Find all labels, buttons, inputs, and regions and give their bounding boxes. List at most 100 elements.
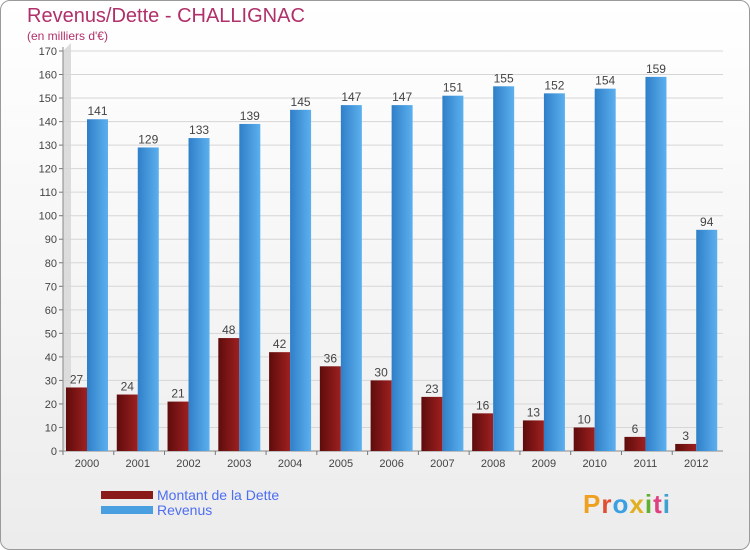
- y-tick-label: 90: [45, 234, 57, 246]
- y-tick-label: 40: [45, 352, 57, 364]
- y-tick-label: 170: [39, 46, 57, 58]
- y-tick-label: 160: [39, 70, 57, 82]
- bar-revenue: [290, 109, 312, 451]
- value-label-revenue: 151: [443, 81, 463, 95]
- y-tick-label: 30: [45, 375, 57, 387]
- bar-revenue: [543, 93, 565, 452]
- value-label-debt: 16: [476, 398, 490, 412]
- bar-revenue: [696, 229, 718, 451]
- bar-debt: [522, 420, 544, 451]
- x-tick-label: 2012: [684, 458, 708, 470]
- value-label-debt: 6: [632, 422, 639, 436]
- bar-debt: [573, 427, 595, 451]
- x-tick-label: 2010: [582, 458, 606, 470]
- value-label-revenue: 147: [392, 90, 412, 104]
- bar-debt: [319, 366, 341, 451]
- bar-debt: [624, 436, 646, 451]
- value-label-revenue: 145: [291, 95, 311, 109]
- bar-revenue: [645, 76, 667, 451]
- y-tick-label: 50: [45, 328, 57, 340]
- value-label-revenue: 139: [240, 109, 260, 123]
- legend-swatch-debt: [101, 490, 153, 499]
- value-label-debt: 48: [222, 323, 236, 337]
- value-label-revenue: 141: [87, 104, 107, 118]
- logo-letter: t: [653, 489, 663, 519]
- legend-item-debt: Montant de la Dette: [101, 486, 280, 503]
- bar-debt: [116, 394, 138, 451]
- bar-debt: [472, 413, 494, 451]
- proxiti-logo: Proxiti: [583, 489, 671, 520]
- y-tick-label: 20: [45, 399, 57, 411]
- value-label-revenue: 159: [646, 62, 666, 76]
- logo-letter: o: [612, 489, 630, 519]
- bar-revenue: [239, 123, 261, 452]
- y-tick-label: 0: [51, 446, 57, 458]
- x-tick-label: 2000: [75, 458, 99, 470]
- chart-subtitle: (en milliers d'€): [27, 29, 108, 43]
- value-label-revenue: 94: [700, 215, 714, 229]
- legend-label-revenue: Revenus: [157, 501, 213, 518]
- x-tick-label: 2005: [329, 458, 353, 470]
- value-label-debt: 27: [70, 372, 84, 386]
- value-label-revenue: 154: [595, 74, 615, 88]
- logo-letter: i: [662, 489, 671, 519]
- logo-letter: P: [583, 489, 602, 519]
- logo-letter: i: [644, 489, 654, 519]
- legend: Montant de la Dette Revenus: [101, 486, 280, 518]
- value-label-debt: 23: [425, 382, 439, 396]
- value-label-debt: 30: [374, 365, 388, 379]
- bar-revenue: [188, 138, 210, 451]
- y-tick-label: 140: [39, 117, 57, 129]
- logo-letter: x: [629, 489, 645, 519]
- logo-letter: r: [601, 489, 613, 519]
- bar-revenue: [594, 88, 616, 451]
- bar-debt: [269, 352, 291, 451]
- legend-item-revenue: Revenus: [101, 501, 279, 518]
- x-tick-label: 2002: [176, 458, 200, 470]
- value-label-debt: 3: [682, 429, 689, 443]
- value-label-debt: 24: [121, 380, 135, 394]
- x-tick-label: 2009: [532, 458, 556, 470]
- bar-debt: [167, 401, 189, 451]
- legend-label-debt: Montant de la Dette: [157, 486, 280, 503]
- chart-title: Revenus/Dette - CHALLIGNAC: [27, 5, 305, 27]
- value-label-revenue: 147: [341, 90, 361, 104]
- bar-debt: [218, 338, 240, 451]
- bar-debt: [421, 396, 443, 451]
- value-label-debt: 10: [578, 412, 592, 426]
- bar-revenue: [137, 147, 159, 451]
- x-tick-label: 2007: [430, 458, 454, 470]
- value-label-revenue: 133: [189, 123, 209, 137]
- y-tick-label: 70: [45, 281, 57, 293]
- value-label-revenue: 129: [138, 132, 158, 146]
- legend-swatch-revenue: [101, 505, 153, 514]
- bar-revenue: [87, 119, 108, 451]
- value-label-debt: 13: [527, 405, 541, 419]
- x-tick-label: 2001: [126, 458, 150, 470]
- y-tick-label: 110: [39, 187, 57, 199]
- bar-debt: [370, 380, 392, 451]
- y-tick-label: 100: [39, 211, 57, 223]
- x-tick-label: 2011: [634, 458, 658, 470]
- bar-revenue: [493, 86, 515, 451]
- y-tick-label: 80: [45, 258, 57, 270]
- x-tick-label: 2003: [227, 458, 251, 470]
- y-tick-label: 60: [45, 305, 57, 317]
- value-label-debt: 21: [171, 387, 185, 401]
- bar-debt: [675, 443, 697, 451]
- value-label-revenue: 152: [544, 78, 564, 92]
- value-label-revenue: 155: [494, 71, 514, 85]
- value-label-debt: 42: [273, 337, 287, 351]
- bar-debt: [66, 387, 87, 451]
- x-tick-label: 2004: [278, 458, 302, 470]
- bar-revenue: [340, 105, 362, 451]
- y-tick-label: 130: [39, 140, 57, 152]
- bar-revenue: [442, 95, 464, 452]
- y-tick-label: 120: [39, 164, 57, 176]
- value-label-debt: 36: [324, 351, 338, 365]
- y-tick-label: 150: [39, 93, 57, 105]
- x-tick-label: 2006: [379, 458, 403, 470]
- bar-revenue: [391, 105, 413, 451]
